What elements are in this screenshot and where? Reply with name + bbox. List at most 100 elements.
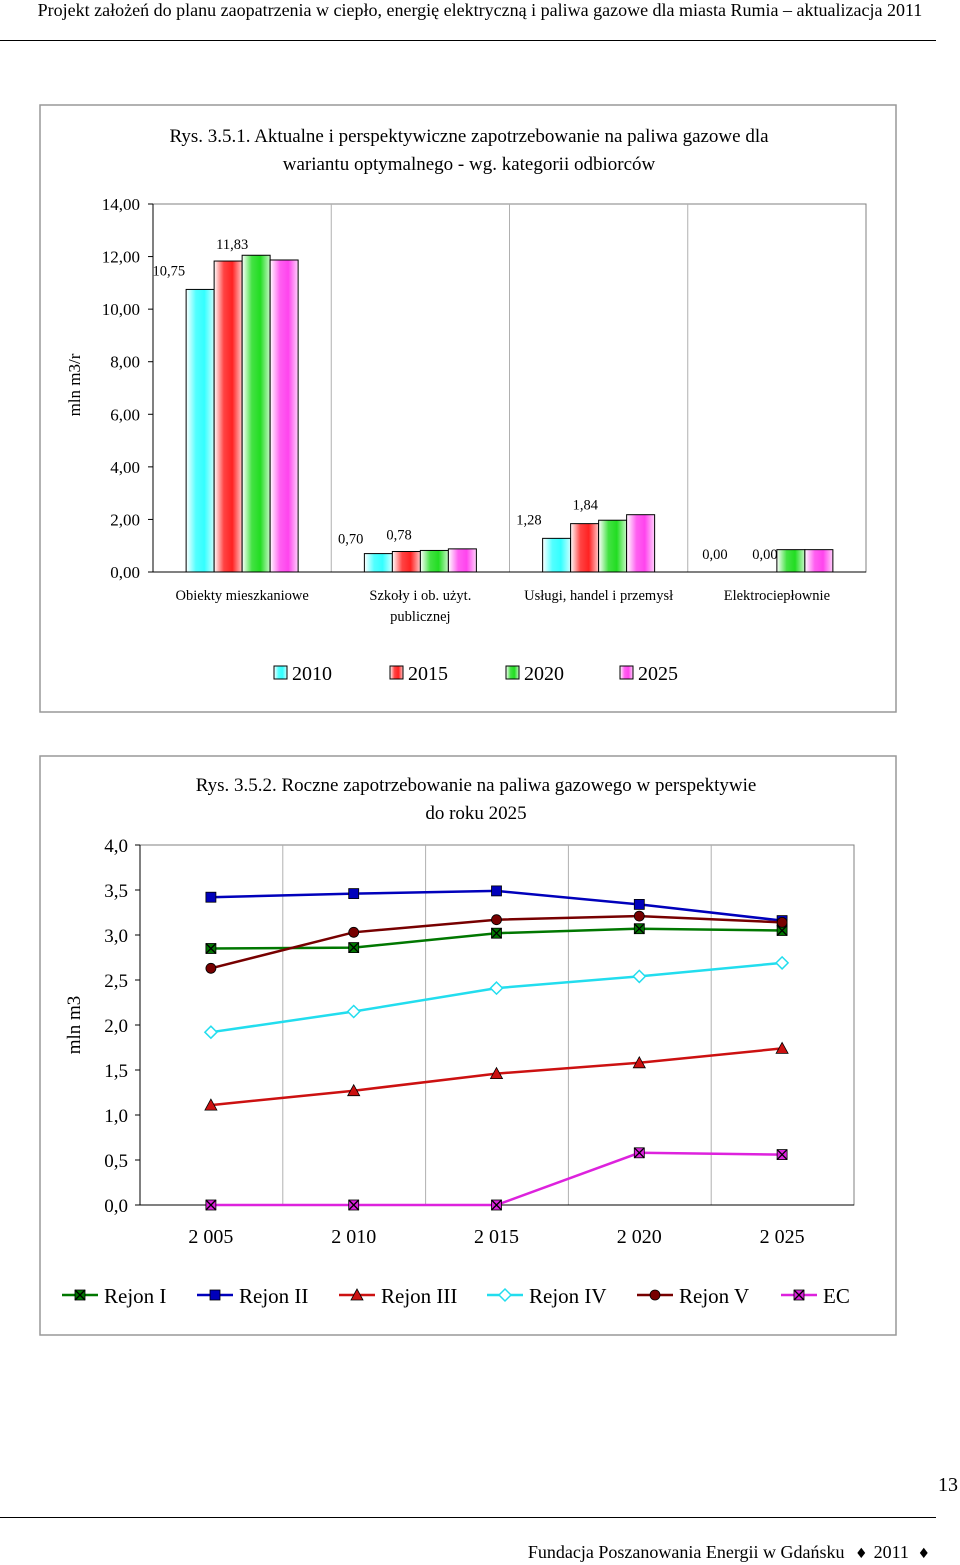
footer-year: 2011	[873, 1542, 909, 1562]
bar	[598, 519, 628, 573]
marker-circle	[491, 914, 502, 926]
bar-chart-title-line2: wariantu optymalnego - wg. kategorii odb…	[283, 154, 656, 175]
y-tick-label: 4,00	[110, 458, 140, 477]
bar	[213, 260, 243, 573]
y-tick-label: 2,0	[104, 1016, 128, 1037]
data-label: 11,83	[216, 237, 248, 253]
legend-label: Rejon I	[104, 1284, 166, 1308]
marker-x	[633, 923, 645, 935]
marker-x	[633, 1147, 645, 1159]
marker-square	[205, 891, 217, 903]
line-chart: Rys. 3.5.2. Roczne zapotrzebowanie na pa…	[39, 755, 897, 1336]
marker-x	[776, 1149, 788, 1161]
marker-x	[348, 942, 360, 954]
y-tick-label: 0,5	[104, 1151, 128, 1172]
data-label: 1,84	[573, 498, 599, 514]
marker-triangle	[632, 1055, 646, 1069]
y-tick-label: 12,00	[102, 248, 140, 267]
x-tick-label: 2 015	[474, 1226, 519, 1248]
bar-chart-ylabel: mln m3/r	[65, 353, 84, 416]
line-chart-frame	[39, 755, 897, 1336]
x-category-label: Usługi, handel i przemysł	[524, 588, 673, 604]
marker-x	[793, 1289, 805, 1301]
marker-square	[209, 1289, 221, 1301]
marker-circle	[633, 910, 645, 922]
marker-square	[491, 885, 502, 897]
header-rule	[0, 40, 936, 41]
marker-x	[205, 1199, 217, 1211]
x-tick-label: 2 020	[617, 1226, 662, 1248]
page-number: 13	[938, 1474, 958, 1496]
bar	[570, 523, 600, 573]
x-tick-label: 2 010	[331, 1226, 376, 1248]
marker-x	[776, 925, 788, 936]
marker-x	[491, 1199, 502, 1211]
y-tick-label: 1,5	[104, 1061, 128, 1082]
bar-chart-title: Rys. 3.5.1. Aktualne i perspektywiczne z…	[169, 126, 769, 147]
page-header: Projekt założeń do planu zaopatrzenia w …	[37, 0, 923, 20]
y-tick-label: 2,5	[104, 971, 128, 992]
x-category-label-line2: publicznej	[390, 609, 450, 625]
bar	[391, 550, 421, 573]
y-tick-label: 10,00	[102, 300, 140, 319]
data-label: 0,70	[338, 532, 363, 548]
marker-x	[491, 927, 502, 939]
y-tick-label: 4,0	[104, 836, 128, 857]
data-label: 0,78	[386, 527, 411, 543]
marker-triangle	[350, 1288, 364, 1301]
legend-label: Rejon V	[679, 1284, 749, 1308]
bar	[363, 553, 393, 573]
footer-diamond-icon: ♦	[855, 1546, 868, 1562]
marker-diamond	[775, 955, 790, 970]
y-tick-label: 2,00	[110, 510, 140, 529]
line-chart-title-line2: do roku 2025	[425, 803, 526, 824]
line-chart-ylabel: mln m3	[64, 996, 85, 1055]
marker-circle	[205, 962, 217, 974]
y-tick-label: 14,00	[102, 195, 140, 214]
y-tick-label: 3,0	[104, 926, 128, 947]
line-chart-title: Rys. 3.5.2. Roczne zapotrzebowanie na pa…	[196, 775, 757, 796]
marker-triangle	[489, 1066, 504, 1079]
legend-label: EC	[823, 1284, 850, 1308]
bar	[269, 259, 299, 573]
legend-swatch	[505, 665, 520, 680]
bar	[804, 549, 834, 573]
marker-triangle	[204, 1098, 218, 1111]
y-tick-label: 8,00	[110, 353, 140, 372]
legend-label: 2010	[292, 663, 332, 685]
y-tick-label: 3,5	[104, 881, 128, 902]
legend-swatch	[273, 665, 288, 680]
data-label: 10,75	[153, 263, 186, 279]
footer-rule	[0, 1517, 936, 1518]
marker-diamond	[497, 1287, 513, 1303]
bar	[626, 514, 656, 573]
data-label: 0,00	[752, 547, 777, 563]
page-footer: Fundacja Poszanowania Energii w Gdańsku …	[0, 1542, 930, 1563]
footer-diamond-icon-right: ♦	[917, 1546, 930, 1562]
legend-label: 2020	[524, 663, 564, 685]
data-label: 1,28	[516, 512, 541, 528]
x-tick-label: 2 025	[760, 1226, 805, 1248]
x-tick-label: 2 005	[188, 1226, 233, 1248]
marker-circle	[649, 1289, 661, 1301]
marker-square	[633, 899, 645, 910]
bar-chart-frame	[39, 104, 897, 713]
marker-diamond	[346, 1004, 361, 1019]
footer-organization: Fundacja Poszanowania Energii w Gdańsku	[527, 1542, 845, 1562]
legend-swatch	[389, 665, 404, 680]
marker-circle	[776, 917, 788, 928]
marker-square	[348, 888, 360, 899]
y-tick-label: 0,00	[110, 563, 140, 582]
legend-label: 2025	[638, 663, 678, 685]
y-tick-label: 1,0	[104, 1106, 128, 1127]
marker-diamond	[632, 969, 647, 984]
marker-x	[205, 943, 217, 954]
legend-label: Rejon II	[239, 1284, 308, 1308]
x-category-label: Szkoły i ob. użyt.	[369, 588, 471, 604]
legend-label: 2015	[408, 663, 448, 685]
marker-circle	[348, 926, 360, 938]
bar	[185, 288, 215, 573]
marker-x	[74, 1289, 86, 1301]
bar	[241, 254, 271, 573]
